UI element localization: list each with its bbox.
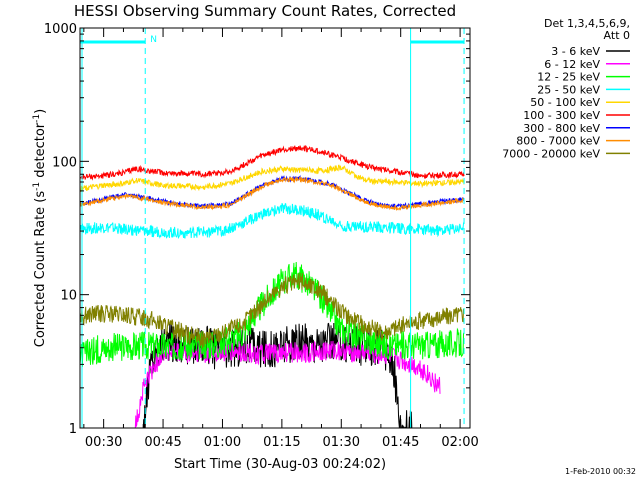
x-tick-label: 01:15 <box>263 435 300 450</box>
legend-label: 800 - 7000 keV <box>516 135 600 148</box>
y-tick-label: 1000 <box>44 22 77 37</box>
y-axis-label: Corrected Count Rate (s-1 detector-1) <box>32 109 48 347</box>
legend-header-line-1: Det 1,3,4,5,6,9, <box>544 17 630 30</box>
series-layer <box>79 144 465 429</box>
series-line <box>79 144 465 181</box>
x-tick-label: 00:30 <box>85 435 122 450</box>
legend-label: 12 - 25 keV <box>537 71 600 84</box>
legend-label: 100 - 300 keV <box>523 109 600 122</box>
y-tick-label: 100 <box>52 155 77 170</box>
x-tick-label: 01:30 <box>323 435 360 450</box>
legend-header-line-2: Att 0 <box>604 29 630 42</box>
legend-label: 25 - 50 keV <box>537 83 600 96</box>
chart-title: HESSI Observing Summary Count Rates, Cor… <box>74 2 456 20</box>
x-axis-label: Start Time (30-Aug-03 00:24:02) <box>174 457 386 472</box>
x-tick-label: 01:00 <box>204 435 241 450</box>
series-line <box>79 272 465 349</box>
legend-label: 300 - 800 keV <box>523 122 600 135</box>
series-line <box>79 202 465 239</box>
legend-label: 3 - 6 keV <box>551 45 600 58</box>
x-tick-label: 00:45 <box>144 435 181 450</box>
x-axis: 00:30 00:45 01:00 01:15 01:30 01:45 02:00 <box>83 28 479 450</box>
y-tick-label: 1 <box>69 422 77 437</box>
legend-label: 50 - 100 keV <box>530 96 600 109</box>
series-line <box>79 164 465 193</box>
x-tick-label: 01:45 <box>382 435 419 450</box>
night-marker-label: N <box>150 35 157 45</box>
x-tick-label: 02:00 <box>441 435 478 450</box>
legend-label: 7000 - 20000 keV <box>502 147 600 160</box>
plot-frame <box>79 27 471 429</box>
series-line <box>79 176 465 211</box>
y-axis: 1 10 100 1000 <box>44 22 470 437</box>
y-tick-label: 10 <box>60 289 77 304</box>
date-stamp: 1-Feb-2010 00:32 <box>565 467 636 476</box>
series-line <box>79 261 465 367</box>
legend-label: 6 - 12 keV <box>544 58 600 71</box>
orbit-markers: N <box>80 28 465 428</box>
